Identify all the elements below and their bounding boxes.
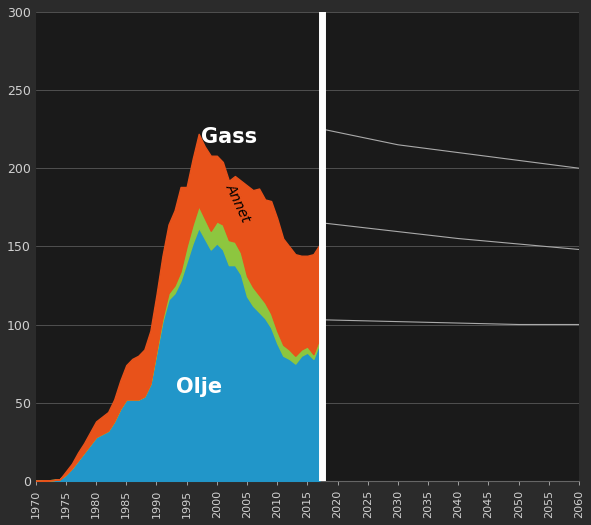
Text: Gass: Gass — [201, 127, 257, 147]
Text: Olje: Olje — [176, 377, 222, 397]
Text: Annet: Annet — [223, 181, 253, 224]
